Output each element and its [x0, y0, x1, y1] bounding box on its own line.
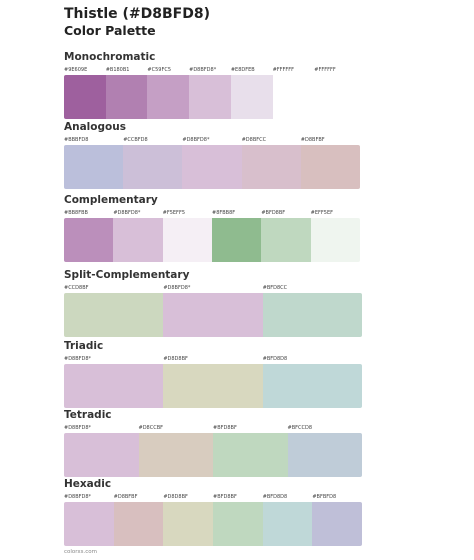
section-title: Triadic [64, 340, 104, 352]
hex-label: #BFD8BF [213, 425, 237, 431]
color-swatch[interactable] [189, 75, 231, 119]
color-swatch[interactable] [262, 502, 313, 546]
palette-section-monochromatic: Monochromatic #9E609E #B180B1 #C59FC5 #D8BFD… [64, 51, 356, 119]
color-swatch[interactable] [64, 75, 106, 119]
hex-label: #D8BFD8* [189, 67, 217, 73]
swatch-strip [64, 218, 360, 262]
palette-section-analogous: Analogous #BBBFD8 #CCBFD8 #D8BFD8* #D8BFCC #D… [64, 121, 360, 189]
hex-label-row: #D8BFD8* #D8BFBF #D8D8BF #BFD8BF #BFD8D8 #BFB… [64, 493, 362, 502]
color-swatch[interactable] [64, 502, 114, 546]
color-swatch[interactable] [147, 75, 190, 119]
hex-label: #D8BFBF [300, 137, 325, 143]
palette-section-triadic: Triadic #D8BFD8* #D8D8BF #BFD8D8 [64, 340, 362, 408]
section-title: Hexadic [64, 478, 112, 490]
color-swatch[interactable] [182, 145, 242, 189]
hex-label-row: #BB8FBB #D8BFD8* #F5EFF5 #8FBB8F #BFD8BF #EFF… [64, 209, 360, 218]
hex-label: #D8BFD8* [64, 425, 92, 431]
hex-label: #D8BFD8* [182, 137, 210, 143]
color-swatch[interactable] [64, 433, 139, 477]
hex-label: #9E609E [64, 67, 88, 73]
section-title: Complementary [64, 194, 158, 206]
hex-label: #D8D8BF [163, 356, 188, 362]
color-swatch[interactable] [162, 218, 212, 262]
swatch-strip [64, 502, 362, 546]
hex-label: #D8D8BF [163, 494, 188, 500]
section-title: Tetradic [64, 409, 112, 421]
color-swatch[interactable] [113, 502, 164, 546]
color-swatch[interactable] [287, 433, 362, 477]
page-title: Thistle (#D8BFD8) [64, 6, 210, 22]
swatch-strip [64, 75, 356, 119]
color-swatch[interactable] [213, 433, 288, 477]
hex-label: #BFD8CC [262, 285, 288, 291]
color-swatch[interactable] [262, 293, 362, 337]
color-swatch[interactable] [312, 502, 362, 546]
hex-label-row: #D8BFD8* #D8D8BF #BFD8D8 [64, 355, 362, 364]
hex-label: #F5EFF5 [162, 210, 185, 216]
hex-label: #D8BFCC [241, 137, 267, 143]
hex-label: #FFFFFF [272, 67, 295, 73]
hex-label: #BB8FBB [64, 210, 88, 216]
hex-label: #CCBFD8 [123, 137, 148, 143]
footer-credit: colorxs.com [64, 549, 98, 555]
hex-label: #BFBFD8 [312, 494, 337, 500]
swatch-strip [64, 293, 362, 337]
swatch-strip [64, 364, 362, 408]
color-swatch[interactable] [105, 75, 148, 119]
color-swatch[interactable] [300, 145, 360, 189]
hex-label: #BFCCD8 [287, 425, 313, 431]
color-swatch[interactable] [113, 218, 163, 262]
color-swatch[interactable] [261, 218, 311, 262]
color-swatch[interactable] [64, 218, 114, 262]
hex-label: #BFD8BF [213, 494, 237, 500]
color-swatch[interactable] [138, 433, 213, 477]
color-swatch[interactable] [163, 364, 263, 408]
hex-label: #B180B1 [105, 67, 130, 73]
swatch-strip [64, 145, 360, 189]
hex-label: #BFD8D8 [262, 356, 288, 362]
section-title: Analogous [64, 121, 126, 133]
hex-label: #D8BFD8* [113, 210, 141, 216]
color-swatch[interactable] [310, 218, 360, 262]
color-swatch[interactable] [163, 502, 214, 546]
color-swatch[interactable] [64, 145, 124, 189]
color-swatch[interactable] [211, 218, 262, 262]
hex-label: #D8BFD8* [64, 494, 92, 500]
color-swatch[interactable] [64, 293, 164, 337]
palette-section-split-complementary: Split-Complementary #CCD8BF #D8BFD8* #BFD8C… [64, 269, 362, 337]
color-swatch[interactable] [241, 145, 301, 189]
color-swatch[interactable] [314, 75, 356, 119]
hex-label: #BFD8D8 [262, 494, 288, 500]
hex-label: #8FBB8F [212, 210, 236, 216]
hex-label: #C59FC5 [147, 67, 172, 73]
color-swatch[interactable] [230, 75, 273, 119]
section-title: Monochromatic [64, 51, 156, 63]
hex-label: #D8CCBF [138, 425, 164, 431]
hex-label-row: #D8BFD8* #D8CCBF #BFD8BF #BFCCD8 [64, 424, 362, 433]
hex-label: #E8DFEB [230, 67, 255, 73]
color-swatch[interactable] [123, 145, 183, 189]
hex-label-row: #BBBFD8 #CCBFD8 #D8BFD8* #D8BFCC #D8BFBF [64, 136, 360, 145]
palette-section-tetradic: Tetradic #D8BFD8* #D8CCBF #BFD8BF #BFCCD8 [64, 409, 362, 477]
hex-label: #D8BFD8* [163, 285, 191, 291]
hex-label-row: #CCD8BF #D8BFD8* #BFD8CC [64, 284, 362, 293]
color-swatch[interactable] [64, 364, 164, 408]
color-swatch[interactable] [213, 502, 263, 546]
color-swatch[interactable] [262, 364, 362, 408]
hex-label: #D8BFD8* [64, 356, 92, 362]
hex-label: #BBBFD8 [64, 137, 89, 143]
hex-label-row: #9E609E #B180B1 #C59FC5 #D8BFD8* #E8DFEB #FFF… [64, 66, 356, 75]
section-title: Split-Complementary [64, 269, 190, 281]
hex-label: #FFFFFF [314, 67, 336, 73]
swatch-strip [64, 433, 362, 477]
hex-label: #EFF5EF [310, 210, 333, 216]
page-subtitle: Color Palette [64, 23, 156, 38]
color-swatch[interactable] [163, 293, 263, 337]
color-swatch[interactable] [272, 75, 315, 119]
hex-label: #BFD8BF [261, 210, 286, 216]
palette-section-hexadic: Hexadic #D8BFD8* #D8BFBF #D8D8BF #BFD8BF #BFD… [64, 478, 362, 546]
palette-section-complementary: Complementary #BB8FBB #D8BFD8* #F5EFF5 #8FBB… [64, 194, 360, 262]
hex-label: #CCD8BF [64, 285, 89, 291]
hex-label: #D8BFBF [113, 494, 138, 500]
